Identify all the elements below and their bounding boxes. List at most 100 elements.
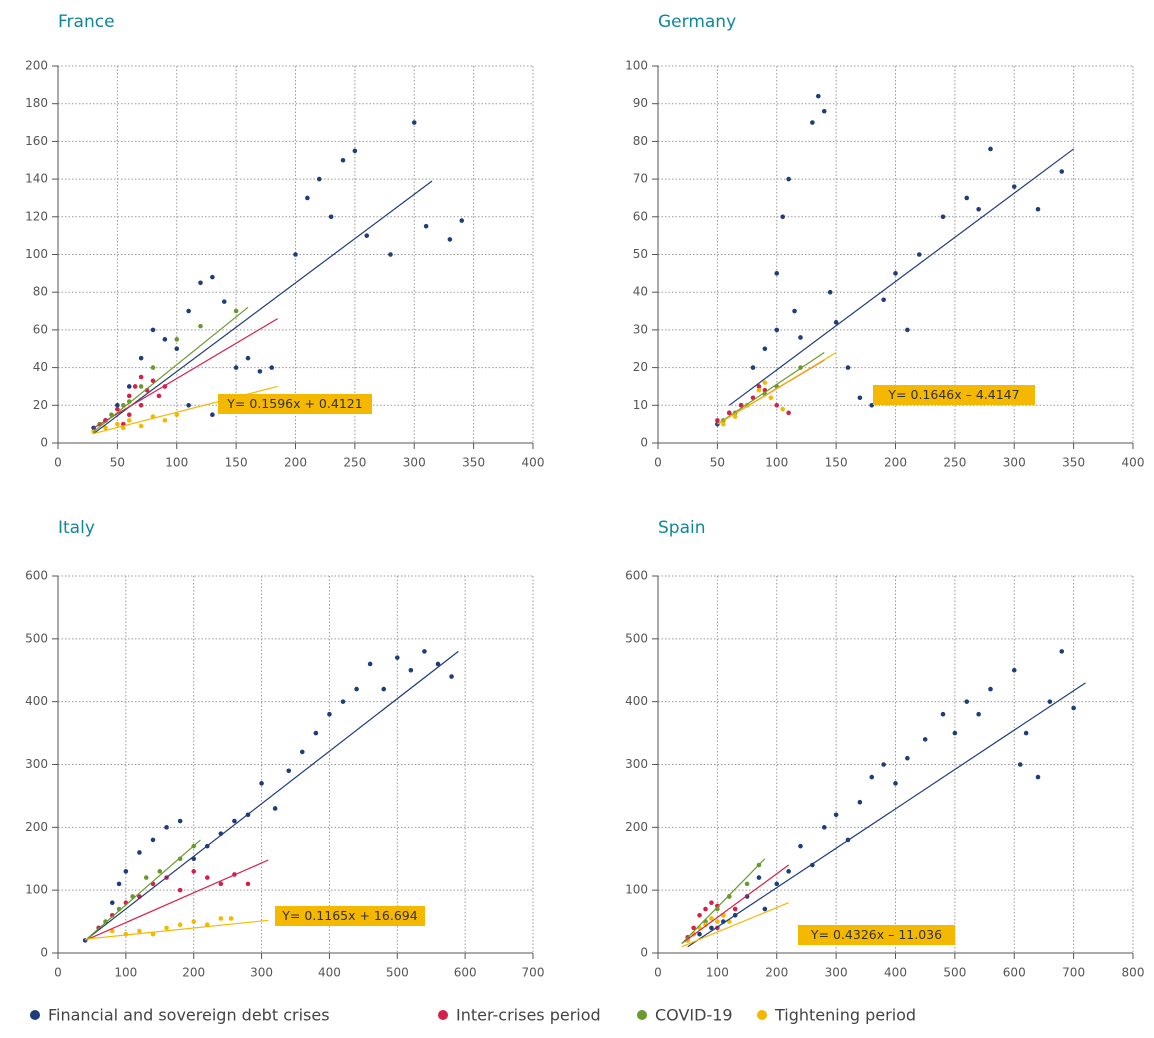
point: [964, 195, 970, 201]
annotation: Y= 0.1165x + 16.694: [281, 908, 417, 923]
point: [774, 327, 780, 333]
point: [394, 655, 400, 660]
point: [976, 711, 981, 717]
legend-marker: [438, 1010, 448, 1020]
point: [845, 365, 851, 370]
point: [715, 919, 720, 924]
point: [327, 711, 332, 717]
point: [164, 825, 169, 830]
panel: 0 100 200 300 400 500 600 0 100 200 300 400 500 600 70…: [625, 518, 1144, 980]
point: [162, 418, 168, 423]
point: [137, 928, 142, 934]
legend-marker: [757, 1010, 767, 1020]
annotation-box: [275, 906, 425, 926]
legend-label: Tightening period: [774, 1006, 916, 1025]
point: [259, 781, 264, 786]
point: [186, 403, 191, 408]
point: [798, 843, 803, 849]
panel: 0 10 20 30 40 50 60 70 80 90 100 0 50 100 150 200 250 300…: [625, 12, 1144, 470]
x-tick-label: 300: [403, 456, 426, 470]
trend-line: [84, 859, 269, 941]
point: [109, 900, 115, 906]
y-tick-label: 600: [625, 569, 648, 583]
point: [869, 774, 875, 780]
legend-label: COVID-19: [655, 1006, 733, 1025]
x-tick-label: 400: [1122, 456, 1145, 470]
point: [821, 108, 827, 114]
point: [198, 323, 203, 329]
y-tick-label: 300: [625, 757, 648, 771]
x-tick-label: 100: [706, 966, 729, 980]
y-tick-label: 100: [625, 59, 648, 73]
point: [364, 233, 370, 238]
point: [103, 919, 108, 924]
x-tick-label: 200: [182, 966, 205, 980]
point: [245, 355, 251, 361]
point: [988, 146, 993, 152]
trend-line: [93, 306, 249, 433]
point: [774, 881, 780, 887]
x-tick-label: 100: [765, 456, 788, 470]
x-tick-label: 400: [522, 456, 545, 470]
y-tick-label: 80: [633, 134, 648, 148]
point: [738, 403, 744, 408]
point: [905, 327, 910, 333]
point: [150, 837, 156, 843]
point: [174, 346, 180, 352]
point: [756, 875, 762, 880]
point: [459, 218, 465, 223]
point: [709, 900, 714, 906]
x-tick-label: 400: [318, 966, 341, 980]
point: [138, 355, 144, 361]
point: [408, 667, 414, 673]
annotation: Y= 0.1596x + 0.4121: [226, 396, 362, 411]
point: [792, 308, 797, 314]
legend-marker: [30, 1010, 40, 1020]
point: [177, 922, 183, 928]
point: [232, 818, 237, 824]
point: [810, 120, 815, 125]
chart-title: France: [58, 12, 115, 32]
trend-line: [681, 858, 766, 944]
point: [126, 384, 132, 389]
y-tick-label: 160: [25, 134, 48, 148]
x-tick-label: 150: [825, 456, 848, 470]
x-tick-label: 0: [54, 966, 62, 980]
y-tick-label: 50: [633, 247, 648, 261]
point: [191, 869, 197, 874]
point: [691, 925, 696, 931]
point: [126, 393, 132, 399]
y-tick-label: 100: [25, 247, 48, 261]
point: [316, 176, 322, 182]
trend-line: [84, 650, 459, 941]
trend-line: [93, 318, 278, 429]
y-tick-label: 40: [633, 285, 648, 299]
x-tick-label: 200: [284, 456, 307, 470]
point: [272, 806, 278, 811]
point: [191, 919, 197, 924]
point: [857, 395, 863, 401]
x-tick-label: 250: [943, 456, 966, 470]
y-tick-label: 0: [40, 946, 48, 960]
x-tick-label: 600: [1003, 966, 1026, 980]
point: [827, 289, 833, 295]
annotation-box: [873, 385, 1035, 405]
x-tick-label: 350: [462, 456, 485, 470]
point: [116, 881, 122, 887]
point: [115, 403, 120, 408]
x-tick-label: 200: [884, 456, 907, 470]
point: [210, 274, 215, 280]
point: [697, 913, 702, 918]
point: [245, 881, 251, 887]
point: [709, 916, 714, 921]
point: [780, 214, 785, 220]
point: [150, 365, 156, 370]
point: [762, 906, 768, 912]
x-tick-label: 300: [250, 966, 273, 980]
point: [1011, 667, 1017, 673]
point: [768, 395, 774, 401]
x-tick-label: 250: [343, 456, 366, 470]
y-tick-label: 180: [25, 96, 48, 110]
point: [1059, 169, 1065, 174]
